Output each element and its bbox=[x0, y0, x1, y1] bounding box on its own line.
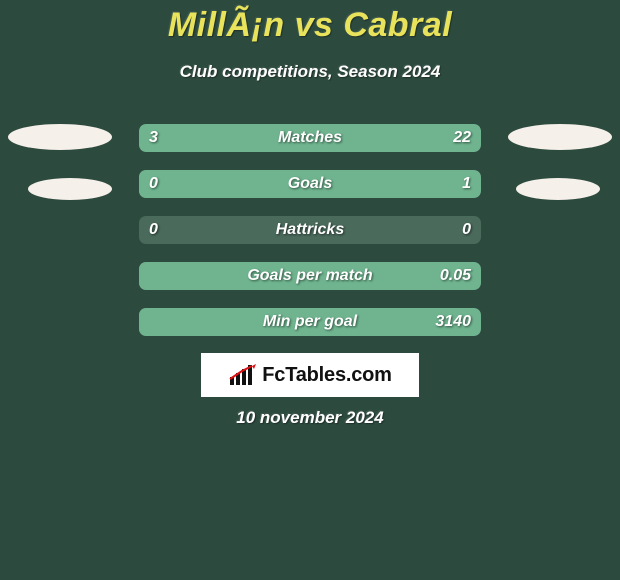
stat-row: 3 Matches 22 bbox=[139, 124, 481, 152]
stat-label: Goals bbox=[139, 170, 481, 198]
stat-row: 0 Hattricks 0 bbox=[139, 216, 481, 244]
fctables-logo: FcTables.com bbox=[201, 353, 419, 397]
bar-chart-icon bbox=[228, 363, 258, 387]
player-left-avatar-2 bbox=[28, 178, 112, 200]
date-line: 10 november 2024 bbox=[0, 408, 620, 428]
stat-label: Matches bbox=[139, 124, 481, 152]
player-right-avatar-1 bbox=[508, 124, 612, 150]
stat-row: Goals per match 0.05 bbox=[139, 262, 481, 290]
logo-text: FcTables.com bbox=[262, 364, 392, 387]
stat-label: Hattricks bbox=[139, 216, 481, 244]
stats-bars: 3 Matches 22 0 Goals 1 0 Hattricks 0 Goa… bbox=[139, 124, 481, 354]
page-subtitle: Club competitions, Season 2024 bbox=[0, 62, 620, 82]
stat-value-right: 0 bbox=[462, 216, 471, 244]
stat-row: 0 Goals 1 bbox=[139, 170, 481, 198]
comparison-infographic: MillÃ¡n vs Cabral Club competitions, Sea… bbox=[0, 0, 620, 580]
stat-row: Min per goal 3140 bbox=[139, 308, 481, 336]
stat-value-right: 3140 bbox=[435, 308, 471, 336]
stat-value-right: 22 bbox=[453, 124, 471, 152]
stat-label: Min per goal bbox=[139, 308, 481, 336]
stat-value-right: 0.05 bbox=[440, 262, 471, 290]
stat-label: Goals per match bbox=[139, 262, 481, 290]
player-right-avatar-2 bbox=[516, 178, 600, 200]
page-title: MillÃ¡n vs Cabral bbox=[0, 6, 620, 45]
stat-value-right: 1 bbox=[462, 170, 471, 198]
player-left-avatar-1 bbox=[8, 124, 112, 150]
